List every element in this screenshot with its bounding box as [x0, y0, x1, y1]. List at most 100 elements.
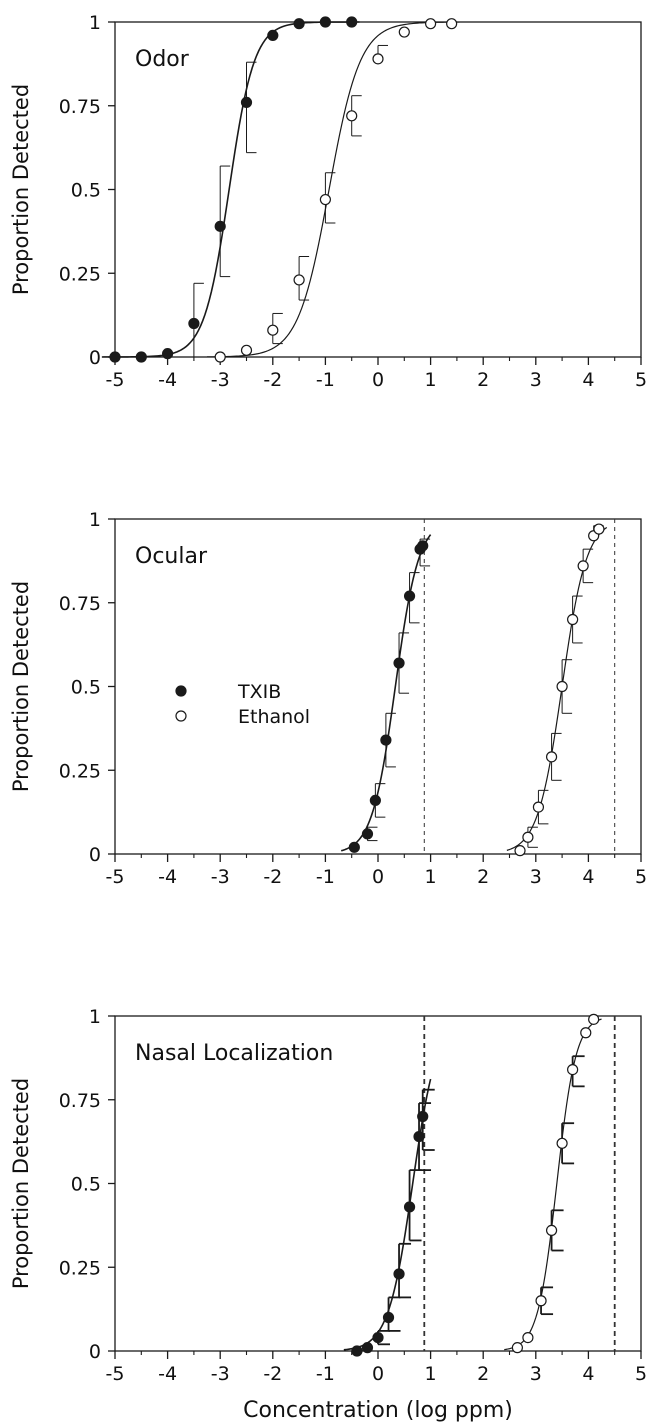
data-point: [556, 680, 568, 693]
x-tick-label: -2: [263, 1363, 282, 1385]
y-tick-label: 0.5: [71, 677, 101, 699]
data-point: [403, 590, 416, 602]
data-point: [403, 1201, 416, 1213]
x-tick-label: 5: [635, 369, 647, 391]
x-tick-label: 3: [530, 369, 542, 391]
data-point: [162, 348, 174, 360]
data-point: [240, 96, 253, 109]
data-point: [593, 523, 605, 535]
series-ethanol: [207, 18, 460, 363]
data-point: [109, 351, 121, 363]
x-tick-label: 5: [635, 866, 647, 888]
data-point: [567, 1063, 579, 1076]
x-tick-label: 5: [635, 1363, 647, 1385]
x-tick-label: 0: [372, 369, 384, 391]
x-tick-label: -4: [158, 1363, 177, 1385]
data-point: [369, 794, 381, 807]
data-point: [567, 613, 579, 626]
series-ethanol: [504, 1013, 602, 1354]
data-point: [417, 540, 429, 552]
x-tick-label: -4: [158, 866, 177, 888]
y-tick-label: 1: [89, 1006, 101, 1028]
legend-marker-ethanol: [175, 710, 187, 722]
data-point: [511, 1342, 523, 1354]
y-tick-label: 0.5: [71, 1174, 101, 1196]
y-tick-label: 0: [89, 347, 101, 369]
x-tick-label: -3: [211, 369, 230, 391]
series-txib: [343, 1078, 435, 1357]
series-txib: [340, 534, 432, 853]
data-point: [532, 801, 545, 813]
data-point: [372, 1331, 384, 1344]
y-tick-label: 0: [89, 844, 101, 866]
data-point: [188, 317, 200, 330]
y-axis-label: Proportion Detected: [9, 84, 33, 295]
y-tick-label: 1: [89, 12, 101, 34]
data-point: [351, 1345, 363, 1357]
x-tick-label: 3: [530, 866, 542, 888]
y-axis-label: Proportion Detected: [9, 581, 33, 792]
data-point: [588, 1013, 600, 1025]
series-txib: [101, 16, 360, 363]
data-point: [393, 1268, 405, 1280]
fit-curve: [506, 526, 608, 851]
x-tick-label: 3: [530, 1363, 542, 1385]
plot-frame: [114, 1015, 642, 1352]
data-point: [514, 845, 526, 857]
fit-curve: [207, 21, 460, 358]
data-point: [417, 1110, 429, 1123]
x-tick-label: -3: [211, 866, 230, 888]
data-point: [293, 274, 305, 286]
y-tick-label: 0.75: [59, 96, 101, 118]
panel-label: Ocular: [135, 544, 208, 569]
data-point: [545, 1224, 558, 1237]
y-tick-label: 0.25: [59, 760, 101, 782]
data-point: [346, 110, 358, 122]
data-point: [293, 18, 305, 30]
panel-label: Nasal Localization: [135, 1041, 333, 1066]
data-point: [319, 16, 331, 28]
chart-panel-2: 0 0.25 0.5 0.75 1 -5 -4 -3 -2 -1 0 1 2 3 4 5 Proportion …: [9, 509, 647, 888]
x-tick-label: 1: [425, 866, 437, 888]
legend: TXIB Ethanol: [175, 681, 310, 728]
y-tick-label: 0: [89, 1341, 101, 1363]
y-axis-label: Proportion Detected: [9, 1078, 33, 1289]
data-point: [522, 1331, 534, 1344]
panel-label: Odor: [135, 47, 190, 72]
chart-panel-3: 0 0.25 0.5 0.75 1 -5 -4 -3 -2 -1 0 1 2 3 4 5 Proportion …: [9, 1006, 647, 1423]
data-point: [346, 16, 358, 28]
x-tick-label: -5: [106, 1363, 125, 1385]
fit-curve: [343, 1078, 432, 1351]
y-tick-label: 0.25: [59, 263, 101, 285]
data-point: [446, 18, 458, 30]
data-point: [135, 351, 147, 363]
data-point: [361, 1342, 374, 1354]
fit-curve: [340, 534, 432, 852]
fit-curve: [101, 21, 360, 358]
x-tick-label: -1: [316, 369, 335, 391]
y-tick-label: 0.5: [71, 180, 101, 202]
legend-entry: TXIB: [237, 681, 281, 703]
y-tick-label: 1: [89, 509, 101, 531]
data-point: [580, 1027, 592, 1039]
data-point: [361, 828, 374, 840]
data-point: [348, 841, 360, 853]
x-tick-label: 2: [477, 866, 489, 888]
x-tick-label: 0: [372, 866, 384, 888]
data-point: [267, 29, 279, 42]
x-tick-label: 4: [582, 866, 594, 888]
data-point: [393, 657, 405, 669]
x-tick-label: -4: [158, 369, 177, 391]
data-point: [535, 1295, 547, 1307]
legend-entry: Ethanol: [238, 706, 310, 728]
x-tick-label: 4: [582, 1363, 594, 1385]
x-tick-label: 2: [477, 1363, 489, 1385]
data-point: [398, 26, 410, 38]
data-point: [380, 734, 392, 746]
x-axis-label: Concentration (log ppm): [243, 1398, 513, 1423]
data-point: [267, 324, 279, 336]
y-tick-label: 0.75: [59, 1090, 101, 1112]
data-point: [556, 1137, 568, 1149]
data-point: [319, 193, 331, 206]
